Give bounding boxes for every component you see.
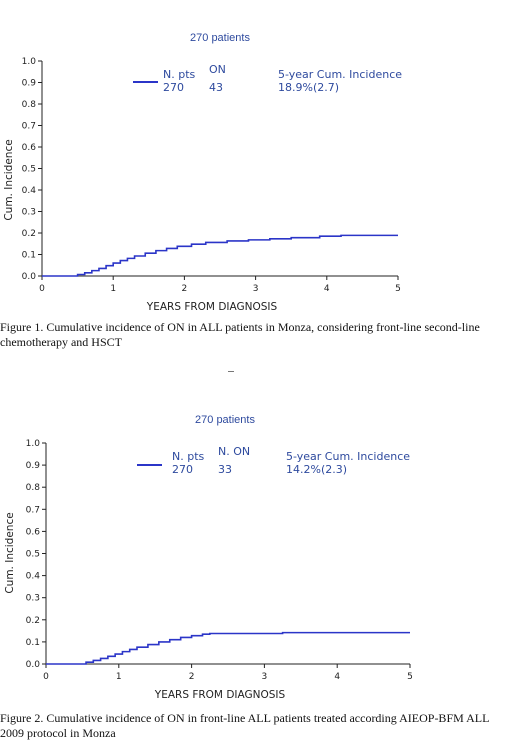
y-tick-label: 0.9 — [26, 461, 41, 471]
y-tick-label: 0.5 — [22, 165, 36, 175]
chart-title: 270 patients — [195, 414, 255, 426]
y-tick-label: 0.4 — [26, 572, 41, 582]
separator-mark — [228, 371, 234, 372]
x-tick-label: 4 — [334, 672, 340, 682]
x-tick-label: 5 — [407, 672, 413, 682]
y-tick-label: 0.0 — [22, 272, 37, 282]
x-axis-label: YEARS FROM DIAGNOSIS — [154, 689, 286, 701]
x-axis-label: YEARS FROM DIAGNOSIS — [146, 301, 278, 313]
y-tick-label: 0.4 — [22, 186, 37, 196]
figure-caption: Figure 1. Cumulative incidence of ON in … — [0, 320, 480, 349]
chart-2: 270 patients N. pts 270 N. ON 33 5-year … — [4, 414, 413, 701]
legend-incidence-value: 18.9%(2.7) — [278, 81, 339, 94]
y-tick-label: 0.7 — [22, 122, 36, 132]
chart-1: 270 patients N. pts 270 ON 43 5-year Cum… — [3, 32, 402, 313]
x-tick-label: 4 — [324, 284, 330, 294]
legend-npts-header: N. pts — [163, 68, 196, 81]
legend-npts-header: N. pts — [172, 450, 205, 463]
legend-npts-value: 270 — [163, 81, 184, 94]
x-tick-label: 1 — [110, 284, 116, 294]
y-tick-label: 1.0 — [26, 439, 41, 449]
x-tick-label: 2 — [182, 284, 188, 294]
y-tick-label: 0.6 — [26, 527, 41, 537]
x-tick-label: 5 — [395, 284, 401, 294]
incidence-curve — [42, 234, 398, 277]
y-tick-label: 0.8 — [22, 100, 37, 110]
legend-on-header: ON — [209, 63, 226, 76]
legend-on-value: 33 — [218, 463, 232, 476]
y-tick-label: 0.3 — [22, 208, 36, 218]
legend-incidence-value: 14.2%(2.3) — [286, 463, 347, 476]
x-tick-label: 3 — [253, 284, 259, 294]
y-tick-label: 0.2 — [22, 229, 36, 239]
legend-on-header: N. ON — [218, 445, 250, 458]
y-tick-label: 0.6 — [22, 143, 37, 153]
y-tick-label: 0.5 — [26, 550, 40, 560]
chart-title: 270 patients — [190, 32, 250, 44]
legend-incidence-header: 5-year Cum. Incidence — [278, 68, 402, 81]
legend-incidence-header: 5-year Cum. Incidence — [286, 450, 410, 463]
y-tick-label: 0.3 — [26, 594, 40, 604]
y-tick-label: 0.1 — [22, 251, 36, 261]
y-tick-label: 0.1 — [26, 638, 40, 648]
x-tick-label: 1 — [116, 672, 122, 682]
figure-2: 270 patients N. pts 270 N. ON 33 5-year … — [0, 378, 520, 755]
legend-npts-value: 270 — [172, 463, 193, 476]
x-tick-label: 3 — [262, 672, 268, 682]
incidence-curve — [46, 631, 410, 665]
y-tick-label: 0.0 — [26, 660, 41, 670]
y-tick-label: 0.9 — [22, 79, 37, 89]
y-axis-label: Cum. Incidence — [3, 139, 15, 220]
x-tick-label: 0 — [43, 672, 49, 682]
x-tick-label: 2 — [189, 672, 195, 682]
y-tick-label: 0.8 — [26, 483, 41, 493]
figure-caption: Figure 2. Cumulative incidence of ON in … — [0, 711, 489, 740]
y-tick-label: 0.2 — [26, 616, 40, 626]
y-tick-label: 0.7 — [26, 505, 40, 515]
x-tick-label: 0 — [39, 284, 45, 294]
legend-on-value: 43 — [209, 81, 223, 94]
figure-1: 270 patients N. pts 270 ON 43 5-year Cum… — [0, 32, 480, 372]
y-axis-label: Cum. Incidence — [4, 512, 16, 593]
y-tick-label: 1.0 — [22, 57, 37, 67]
